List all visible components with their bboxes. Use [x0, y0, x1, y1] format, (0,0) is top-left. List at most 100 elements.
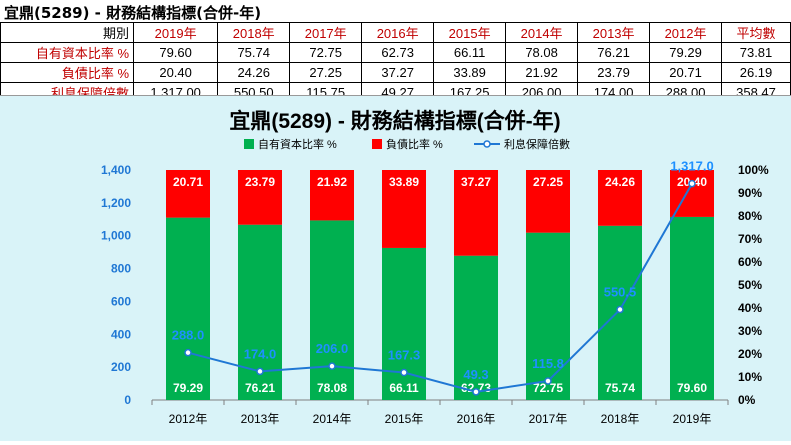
x-tick-label: 2019年: [673, 412, 712, 426]
bar-label-debt: 37.27: [461, 175, 491, 189]
table-cell: 24.26: [217, 62, 291, 83]
x-tick-label: 2018年: [601, 412, 640, 426]
bar-debt: [382, 170, 426, 248]
year-header: 2016年: [361, 22, 435, 43]
table-cell: 79.29: [649, 42, 723, 63]
coverage-label: 49.3: [463, 367, 488, 382]
legend-label-coverage: 利息保障倍數: [504, 137, 570, 151]
y-right-tick-label: 70%: [738, 232, 762, 246]
table-cell: 20.71: [649, 62, 723, 83]
table-cell: 76.21: [577, 42, 651, 63]
coverage-label: 288.0: [172, 328, 205, 343]
y-right-tick-label: 100%: [738, 163, 769, 177]
table-cell: 66.11: [433, 42, 507, 63]
table-cell: 27.25: [289, 62, 363, 83]
coverage-label: 115.8: [532, 356, 564, 371]
coverage-line: [187, 183, 693, 393]
coverage-point: [544, 377, 552, 385]
bar-debt: [166, 170, 210, 218]
bar-label-equity: 76.21: [245, 381, 275, 395]
table-cell: 79.60: [132, 42, 219, 63]
year-header: 2013年: [577, 22, 651, 43]
financial-table: 期別 2019年 2018年 2017年 2016年 2015年 2014年 2…: [0, 22, 791, 103]
x-tick-label: 2012年: [169, 412, 208, 426]
bar-debt: [238, 170, 282, 225]
table-cell: 78.08: [505, 42, 579, 63]
year-header: 2017年: [289, 22, 363, 43]
bar-label-equity: 66.11: [389, 381, 419, 395]
coverage-point: [616, 305, 624, 314]
legend-swatch-equity: [244, 139, 254, 149]
chart-area: 宜鼎(5289) - 財務結構指標(合併-年) 自有資本比率 % 負債比率 % …: [0, 95, 791, 441]
plot-area: 0 200 400 600 800 1,000 1,200 1,400 0% 10% 20% 30% 4…: [101, 159, 769, 426]
coverage-point: [688, 179, 696, 188]
chart-legend: 自有資本比率 % 負債比率 % 利息保障倍數: [244, 137, 570, 151]
table-cell: 72.75: [289, 42, 363, 63]
table-header-row: 期別 2019年 2018年 2017年 2016年 2015年 2014年 2…: [0, 22, 791, 43]
x-tick-label: 2013年: [241, 412, 280, 426]
y-left-tick-label: 800: [111, 262, 131, 276]
x-tick-label: 2017年: [529, 412, 568, 426]
y-left-tick-label: 0: [124, 393, 131, 407]
chart-title: 宜鼎(5289) - 財務結構指標(合併-年): [229, 109, 560, 133]
coverage-label: 206.0: [316, 341, 349, 356]
year-header: 2018年: [217, 22, 291, 43]
bar-label-equity: 79.29: [173, 381, 203, 395]
coverage-label: 174.0: [244, 346, 277, 361]
y-left-tick-label: 1,400: [101, 163, 131, 177]
table-cell: 20.40: [132, 62, 219, 83]
bar-debt: [598, 170, 642, 226]
coverage-label: 167.3: [388, 348, 421, 363]
bar-label-debt: 23.79: [245, 175, 275, 189]
year-header: 2012年: [649, 22, 723, 43]
bar-debt: [310, 170, 354, 221]
y-right-tick-label: 30%: [738, 324, 762, 338]
coverage-point: [400, 368, 408, 377]
table-cell: 23.79: [577, 62, 651, 83]
legend-label-debt: 負債比率 %: [386, 137, 443, 151]
coverage-point: [256, 367, 264, 376]
coverage-label: 1,317.0: [670, 159, 713, 174]
legend-label-equity: 自有資本比率 %: [258, 137, 337, 151]
bar-equity: [670, 216, 714, 400]
legend-swatch-debt: [372, 139, 382, 149]
y-left-tick-label: 400: [111, 327, 131, 341]
bar-label-equity: 79.60: [677, 381, 707, 395]
year-header: 2019年: [132, 22, 219, 43]
bar-label-debt: 33.89: [389, 175, 419, 189]
legend-marker-coverage: [483, 140, 491, 148]
table-row: 負債比率 % 20.40 24.26 27.25 37.27 33.89 21.…: [0, 62, 791, 83]
bar-label-equity: 75.74: [605, 381, 635, 395]
bar-label-equity: 72.75: [533, 381, 563, 395]
y-right-tick-label: 40%: [738, 301, 762, 315]
y-left-tick-label: 200: [111, 360, 131, 374]
bar-equity: [526, 232, 570, 400]
average-header: 平均數: [721, 22, 791, 43]
year-header: 2014年: [505, 22, 579, 43]
y-right-tick-label: 50%: [738, 278, 762, 292]
coverage-point: [472, 388, 480, 396]
y-right-tick-label: 20%: [738, 347, 762, 361]
y-right-tick-label: 80%: [738, 209, 762, 223]
table-cell: 62.73: [361, 42, 435, 63]
row-label: 負債比率 %: [0, 62, 134, 83]
x-tick-label: 2015年: [385, 412, 424, 426]
combo-chart: 宜鼎(5289) - 財務結構指標(合併-年) 自有資本比率 % 負債比率 % …: [101, 109, 769, 426]
bar-label-debt: 24.26: [605, 175, 635, 189]
table-cell: 21.92: [505, 62, 579, 83]
table-cell: 26.19: [721, 62, 791, 83]
table-row: 自有資本比率 % 79.60 75.74 72.75 62.73 66.11 7…: [0, 42, 791, 63]
bar-debt: [454, 170, 498, 256]
table-cell: 75.74: [217, 42, 291, 63]
bar-equity: [166, 217, 210, 400]
bar-equity: [454, 255, 498, 400]
year-header: 2015年: [433, 22, 507, 43]
bar-label-debt: 20.71: [173, 175, 203, 189]
x-tick-label: 2014年: [313, 412, 352, 426]
bar-label-debt: 27.25: [533, 175, 563, 189]
x-tick-label: 2016年: [457, 412, 496, 426]
y-right-tick-label: 90%: [738, 186, 762, 200]
table-cell: 37.27: [361, 62, 435, 83]
bar-equity: [310, 220, 354, 400]
y-right-tick-label: 60%: [738, 255, 762, 269]
